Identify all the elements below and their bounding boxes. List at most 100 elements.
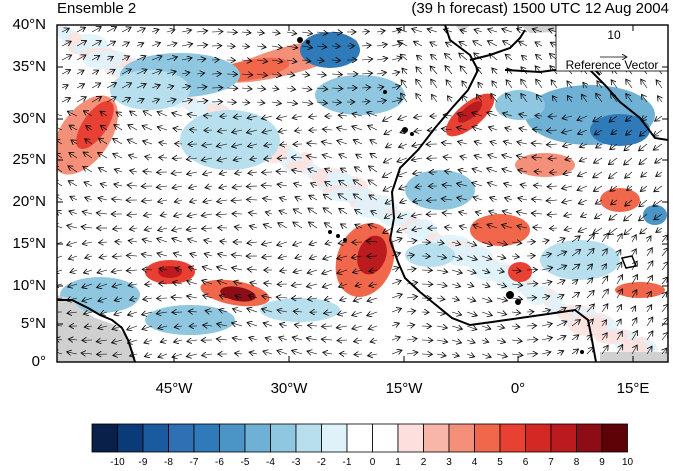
wind-vector: [646, 331, 653, 341]
wind-vector: [256, 102, 265, 103]
wind-vector: [577, 186, 588, 190]
wind-vector: [354, 354, 363, 355]
wind-vector: [458, 170, 468, 172]
wind-vector: [291, 284, 303, 286]
wind-vector: [142, 326, 153, 329]
wind-vector: [361, 45, 371, 46]
wind-vector: [571, 264, 580, 271]
wind-vector: [416, 79, 423, 89]
wind-vector: [217, 200, 228, 202]
wind-vector: [241, 32, 251, 33]
wind-vector: [196, 59, 206, 60]
wind-vector: [69, 211, 78, 214]
wind-vector: [321, 339, 333, 340]
wind-vector: [368, 354, 378, 356]
wind-vector: [466, 340, 475, 343]
wind-vector: [577, 172, 588, 176]
wind-vector: [331, 74, 343, 75]
wind-vector: [370, 140, 378, 144]
wind-vector: [232, 186, 243, 188]
colorbar-swatch: [423, 423, 450, 453]
lat-label-35n: 35°N: [12, 58, 46, 75]
wind-vector: [352, 326, 363, 329]
wind-vector: [627, 186, 632, 191]
wind-vector: [517, 142, 528, 144]
wind-vector: [61, 28, 69, 32]
wind-vector: [406, 339, 417, 341]
wind-vector: [624, 213, 633, 221]
wind-vector: [232, 130, 243, 132]
wind-vector: [339, 180, 348, 187]
wind-vector: [85, 197, 93, 200]
wind-vector: [661, 304, 668, 313]
wind-vector: [616, 275, 623, 285]
wind-vector: [324, 312, 333, 313]
wind-vector: [127, 139, 138, 145]
wind-vector: [86, 126, 93, 130]
anomaly-blob-red-africa5: [508, 262, 532, 282]
wind-vector: [322, 270, 333, 274]
colorbar-swatch: [576, 423, 603, 453]
wind-vector: [412, 144, 423, 146]
wind-vector: [661, 277, 668, 285]
wind-vector: [83, 270, 93, 273]
wind-vector: [249, 337, 258, 340]
wind-vector: [277, 116, 288, 119]
wind-vector: [458, 142, 468, 145]
wind-vector: [143, 111, 153, 117]
wind-vector: [322, 129, 333, 130]
wind-vector: [265, 212, 273, 214]
wind-vector: [308, 325, 318, 326]
wind-vector: [384, 214, 393, 218]
wind-vector: [337, 128, 348, 130]
wind-vector: [625, 171, 633, 178]
anomaly-blob-blue-sahel: [540, 240, 620, 280]
wind-vector: [166, 57, 178, 60]
wind-vector: [383, 185, 393, 191]
wind-vector: [201, 158, 213, 160]
wind-vector: [172, 282, 183, 284]
wind-vector: [67, 111, 78, 117]
wind-vector: [578, 130, 588, 134]
wind-vector: [610, 185, 618, 191]
wind-vector: [166, 43, 177, 46]
anomaly-speckle: [354, 196, 388, 218]
colorbar-tick-label: 8: [573, 457, 580, 468]
lon-label-15w: 15°W: [385, 380, 423, 397]
wind-vector: [451, 298, 459, 300]
wind-vector: [356, 154, 363, 158]
wind-vector: [76, 27, 86, 32]
wind-vector: [541, 282, 552, 284]
wind-vector: [286, 32, 297, 34]
wind-vector: [556, 280, 565, 284]
wind-vector: [466, 354, 475, 357]
wind-vector: [187, 114, 198, 116]
wind-vector: [280, 270, 288, 271]
wind-vector: [188, 186, 198, 188]
wind-vector: [351, 256, 363, 258]
wind-vector: [562, 116, 573, 119]
wind-vector: [466, 256, 477, 260]
wind-vector: [581, 94, 588, 103]
wind-vector: [656, 228, 663, 232]
wind-vector: [466, 326, 477, 330]
wind-vector: [451, 312, 462, 315]
wind-vector: [106, 97, 116, 103]
wind-vector: [158, 228, 168, 231]
wind-vector: [262, 172, 273, 173]
colorbar-tick-label: 3: [446, 457, 452, 468]
wind-vector: [91, 70, 99, 74]
wind-vector: [83, 167, 93, 173]
wind-vector: [292, 116, 303, 118]
wind-vector: [248, 144, 258, 147]
wind-vector: [487, 41, 498, 47]
wind-vector: [174, 326, 183, 327]
wind-vector: [129, 228, 138, 230]
wind-vector: [639, 213, 648, 221]
wind-vector: [391, 294, 402, 298]
wind-vector: [216, 214, 228, 215]
wind-vector: [616, 345, 623, 355]
wind-vector: [142, 239, 153, 242]
wind-vector: [565, 158, 573, 160]
wind-vector: [383, 227, 393, 233]
